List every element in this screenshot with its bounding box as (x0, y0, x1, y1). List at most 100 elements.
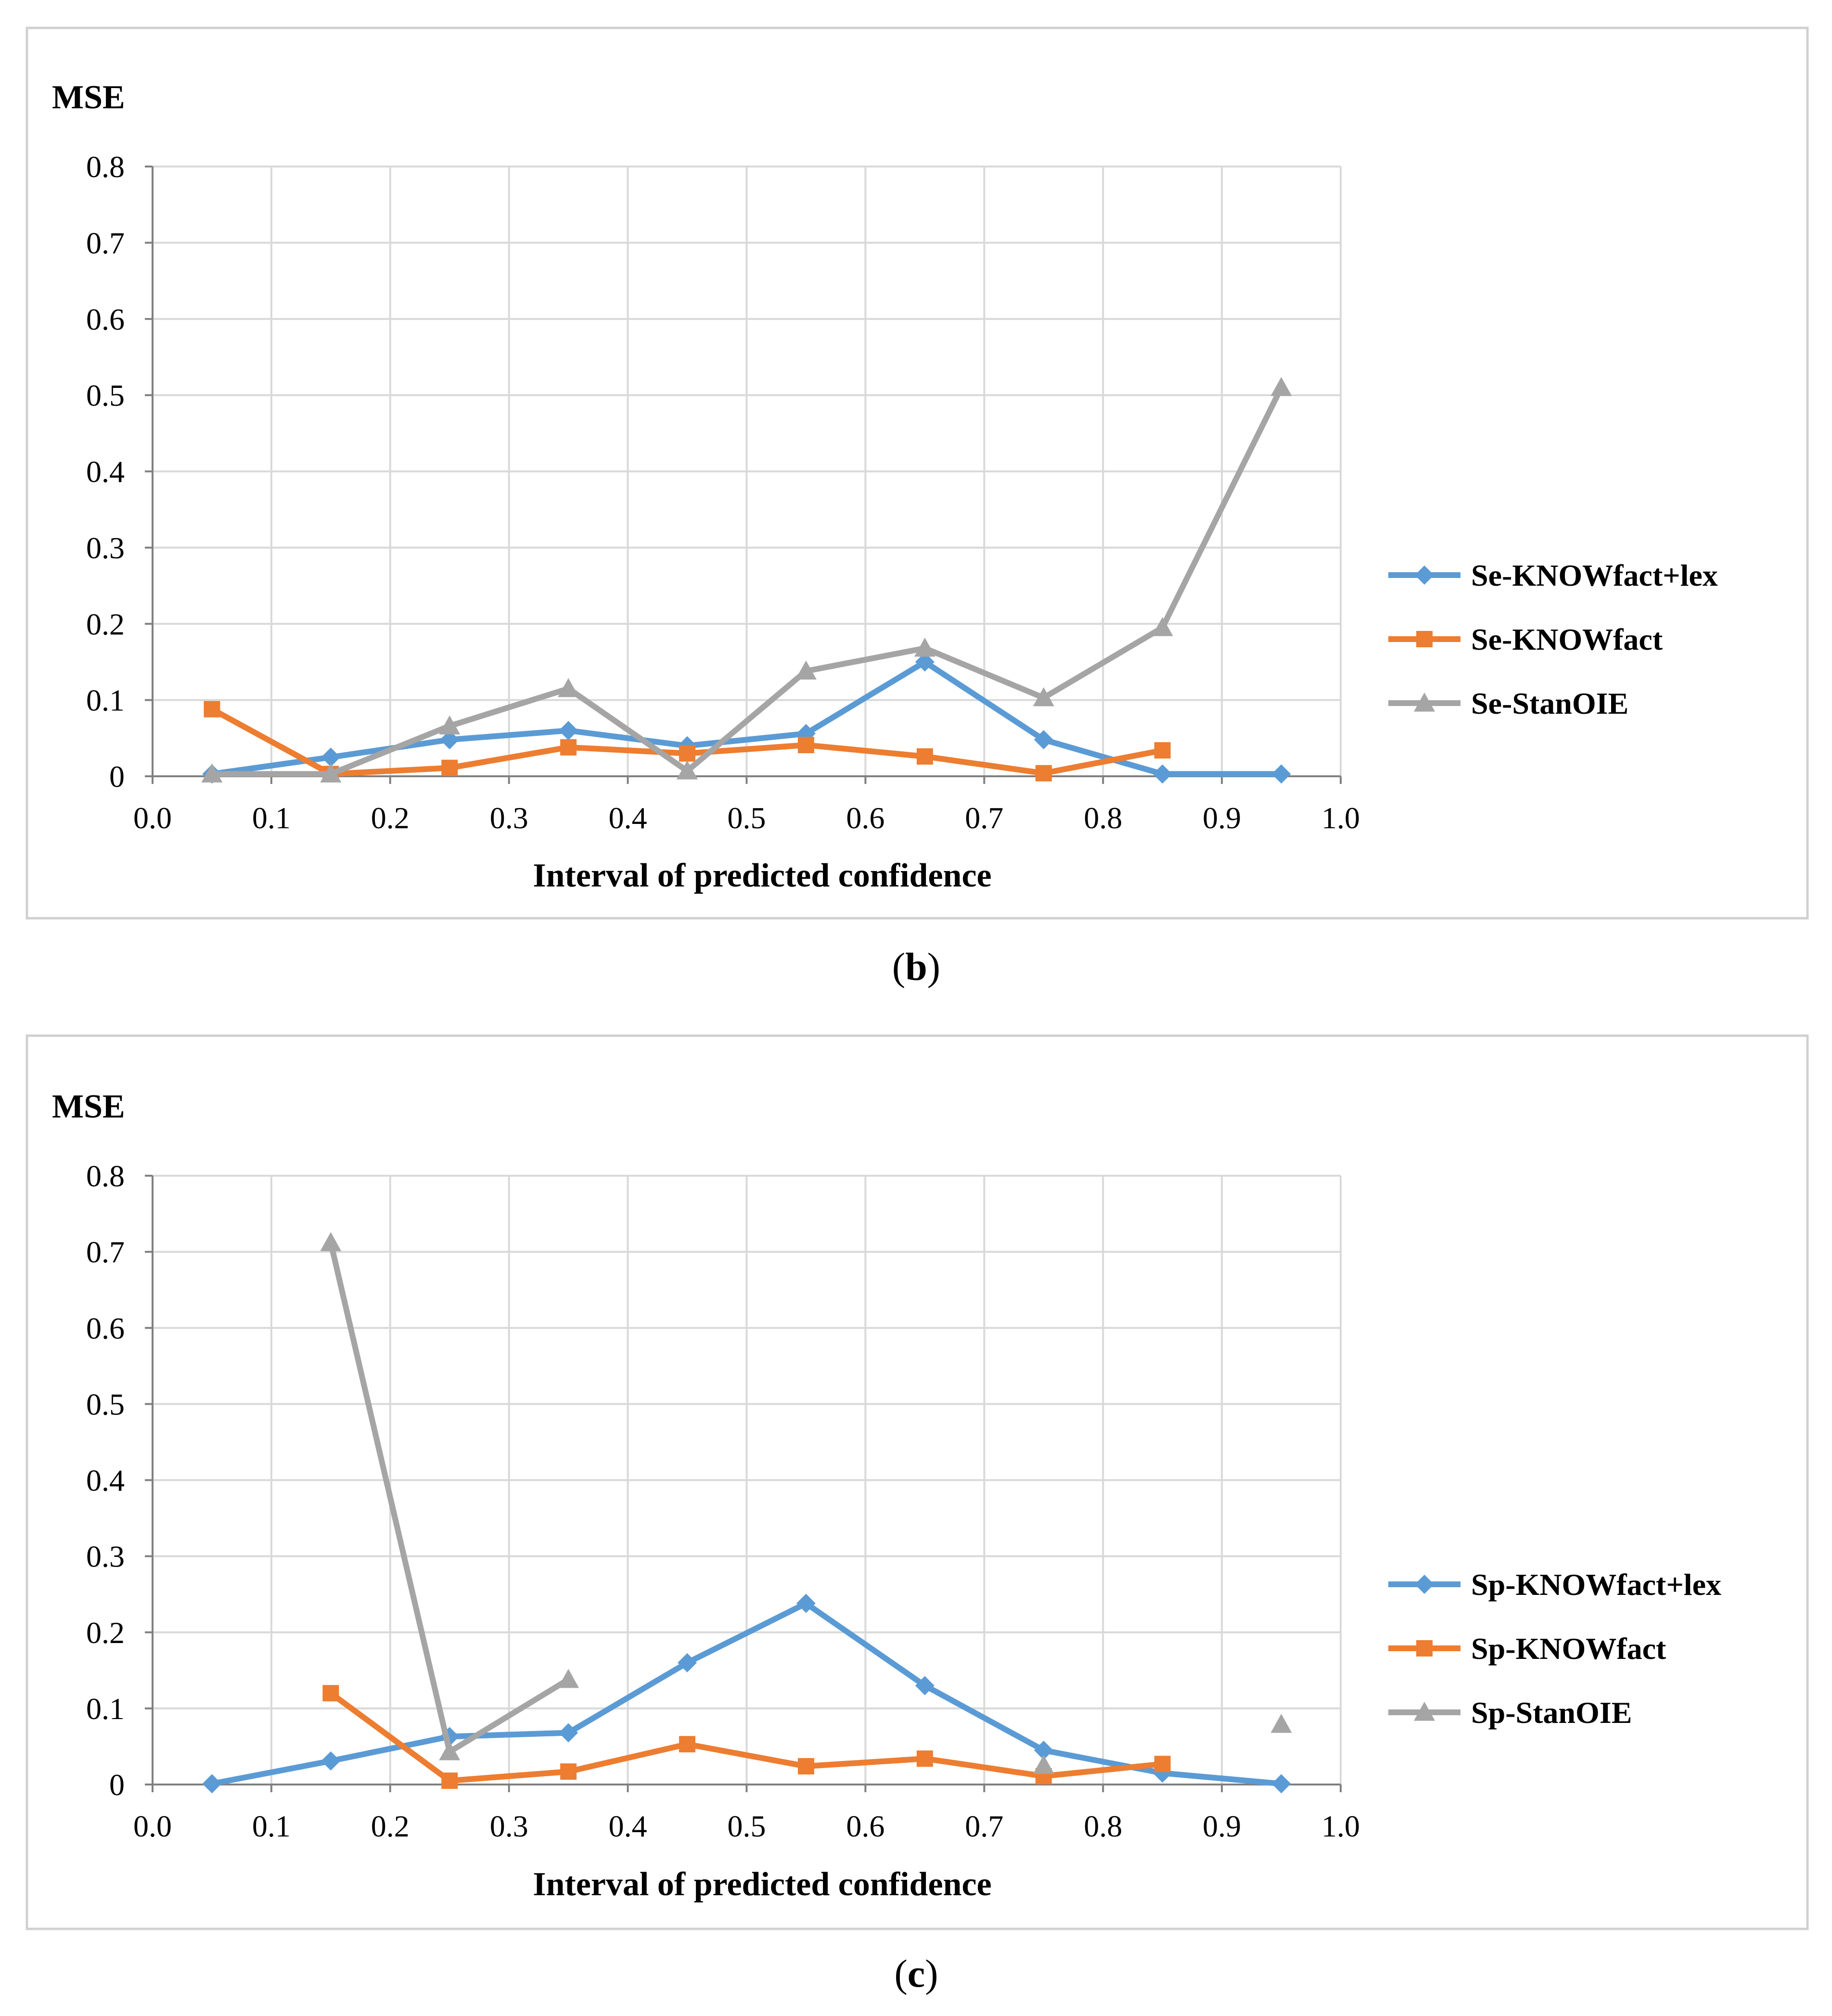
data-point (915, 1676, 935, 1695)
legend-marker (1416, 631, 1433, 647)
y-tick-label: 0.5 (86, 1387, 125, 1421)
series-line (209, 1600, 1284, 1787)
x-axis-title: Interval of predicted confidence (533, 857, 991, 894)
legend-label: Sp-StanOIE (1471, 1695, 1632, 1730)
legend-item: Sp-StanOIE (1388, 1695, 1632, 1730)
gridlines (153, 166, 1342, 776)
data-point (440, 730, 460, 749)
y-tick-label: 0.5 (86, 378, 125, 412)
y-tick-label: 0.6 (86, 302, 125, 336)
data-point (439, 1741, 461, 1760)
data-point (915, 652, 935, 672)
x-tick-label: 0.9 (1203, 801, 1241, 835)
legend-marker (1414, 1702, 1435, 1721)
data-point (679, 1736, 696, 1753)
series-layer (202, 1232, 1292, 1794)
x-tick-labels: 0.0 0.1 0.2 0.3 0.4 0.5 0.6 0.7 0.8 0.9 1.0 (133, 1809, 1360, 1843)
x-tick-label: 0.2 (371, 1809, 410, 1843)
x-tick-label: 0.5 (728, 801, 766, 835)
y-axis-title: MSE (52, 1088, 125, 1125)
data-point (559, 720, 578, 740)
data-point (320, 763, 342, 783)
data-point (202, 1774, 222, 1794)
legend-label: Sp-KNOWfact (1471, 1631, 1666, 1666)
data-point (558, 1669, 579, 1688)
data-point (916, 1750, 933, 1767)
caption-c: (c) (894, 1952, 938, 1995)
y-tick-label: 0 (109, 759, 125, 794)
chart-frame (26, 1034, 1809, 1930)
series-line (209, 385, 1284, 777)
x-tick-label: 0.5 (728, 1809, 766, 1843)
series-line (328, 1690, 1166, 1784)
data-point (321, 747, 341, 767)
data-point (914, 637, 935, 657)
x-tick-label: 0.6 (846, 1809, 884, 1843)
legend-marker (1415, 565, 1434, 585)
x-tick-label: 0.8 (1084, 801, 1122, 835)
data-point (560, 739, 577, 756)
data-point (558, 678, 579, 697)
legend-item: Se-KNOWfact+lex (1388, 558, 1718, 592)
caption-b: (b) (892, 945, 940, 989)
data-point (1034, 730, 1053, 749)
data-point (1152, 617, 1173, 636)
legend: Sp-KNOWfact+lex Sp-KNOWfact Sp-StanOIE (1388, 1567, 1721, 1730)
data-point (320, 1232, 342, 1251)
legend-item: Se-KNOWfact (1388, 622, 1663, 656)
x-tick-label: 0.3 (490, 1809, 528, 1843)
data-point (1153, 764, 1172, 784)
data-point (441, 1772, 458, 1789)
y-tick-label: 0.8 (86, 1159, 125, 1193)
data-point (1271, 764, 1291, 784)
legend-label: Se-KNOWfact+lex (1471, 558, 1718, 592)
x-tick-label: 0.8 (1084, 1809, 1122, 1843)
x-tick-label: 0.0 (133, 1809, 172, 1843)
y-tick-label: 0 (109, 1768, 125, 1802)
series-sp-stanoie (320, 1232, 1292, 1774)
x-tick-label: 0.4 (609, 1809, 647, 1843)
y-tick-label: 0.7 (86, 1235, 125, 1269)
series-layer (201, 377, 1292, 784)
chart-b: 00.10.20.30.40.50.60.70.8 0.0 0.1 0.2 0.3 0.… (26, 26, 1809, 989)
legend-label: Se-StanOIE (1471, 686, 1628, 720)
data-point (1034, 1740, 1053, 1760)
data-point (796, 1593, 816, 1613)
tick-marks (145, 166, 1342, 784)
series-se-knowfact (204, 701, 1171, 783)
data-point (797, 737, 814, 754)
chart-c: 00.10.20.30.40.50.60.70.8 0.0 0.1 0.2 0.3 0.… (26, 1034, 1809, 1995)
data-point (678, 1653, 697, 1672)
x-tick-label: 0.4 (609, 801, 647, 835)
x-tick-label: 0.2 (371, 801, 410, 835)
data-point (1270, 1714, 1292, 1733)
y-tick-label: 0.3 (86, 1540, 125, 1574)
legend-item: Sp-KNOWfact (1388, 1631, 1666, 1666)
data-point (560, 1763, 577, 1780)
data-point (1154, 742, 1171, 759)
legend-marker (1414, 693, 1435, 712)
data-point (1033, 687, 1054, 706)
data-point (1270, 377, 1292, 396)
y-tick-labels: 0 0.1 0.2 0.3 0.4 0.5 0.6 0.7 0.8 (86, 150, 125, 794)
y-tick-label: 0.6 (86, 1311, 125, 1345)
legend-item: Sp-KNOWfact+lex (1388, 1567, 1721, 1602)
legend-marker (1415, 1575, 1434, 1594)
data-point (441, 759, 458, 776)
x-tick-label: 0.7 (965, 801, 1003, 835)
legend-label: Se-KNOWfact (1471, 622, 1663, 656)
x-tick-label: 0.3 (490, 801, 528, 835)
x-tick-labels: 0.0 0.1 0.2 0.3 0.4 0.5 0.6 0.7 0.8 0.9 1.0 (133, 801, 1360, 835)
y-tick-label: 0.7 (86, 226, 125, 260)
legend-marker (1416, 1640, 1433, 1656)
y-tick-label: 0.4 (86, 1464, 125, 1498)
data-point (321, 1751, 341, 1771)
x-tick-label: 0.6 (846, 801, 884, 835)
x-axis-title: Interval of predicted confidence (533, 1866, 991, 1903)
data-point (797, 1758, 814, 1775)
data-point (322, 1685, 339, 1702)
y-tick-label: 0.1 (86, 683, 125, 718)
data-point (795, 660, 817, 680)
data-point (204, 701, 220, 718)
tick-marks (145, 1175, 1342, 1792)
